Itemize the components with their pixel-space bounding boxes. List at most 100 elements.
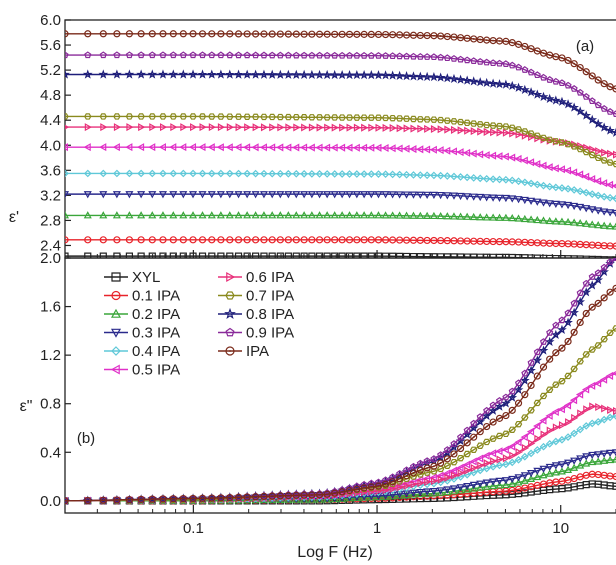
marker-0-7-ipa-9 — [179, 113, 187, 120]
marker-0-9-ipa-13 — [217, 51, 225, 59]
marker-0-8-ipa-3 — [112, 69, 122, 79]
marker-0-7-ipa-34 — [381, 114, 390, 122]
marker-0-8-ipa-56 — [526, 365, 536, 375]
marker-ipa-39-dot — [419, 34, 422, 37]
marker-0-2-ipa-63 — [570, 463, 579, 471]
marker-0-4-ipa-18 — [260, 169, 268, 178]
marker-0-6-ipa-9 — [180, 123, 188, 132]
marker-ipa-1-dot — [86, 32, 89, 35]
series-line-0-6-ipa — [65, 126, 616, 156]
marker-ipa-32-dot — [370, 33, 373, 36]
marker-0-7-ipa-70 — [612, 325, 616, 332]
marker-ipa-60-dot — [554, 351, 557, 354]
marker-ipa-29-dot — [348, 33, 351, 36]
marker-ipa-55-dot — [523, 393, 526, 396]
marker-ipa-8-dot — [172, 497, 175, 500]
marker-ipa-45 — [456, 444, 465, 453]
marker-0-1-ipa-13 — [217, 236, 225, 244]
marker-0-3-ipa-43 — [443, 486, 452, 494]
marker-0-8-ipa-66 — [587, 280, 598, 290]
marker-0-9-ipa-18 — [260, 51, 268, 59]
marker-ipa-49-dot — [485, 39, 488, 42]
marker-0-8-ipa-22 — [291, 69, 302, 79]
marker-0-7-ipa-38 — [409, 115, 418, 123]
marker-ipa-36 — [396, 475, 404, 483]
marker-0-2-ipa-49 — [482, 213, 491, 221]
panel-b-frame — [64, 257, 616, 514]
marker-0-7-ipa-40 — [423, 116, 431, 123]
marker-ipa-40 — [423, 31, 431, 40]
marker-ipa-25-dot — [318, 493, 321, 496]
marker-0-4-ipa-63 — [570, 429, 578, 438]
legend-label-0-9-ipa: 0.9 IPA — [246, 325, 294, 342]
marker-ipa-6 — [148, 495, 156, 503]
marker-0-4-ipa-62 — [564, 184, 572, 193]
marker-0-2-ipa-48 — [476, 213, 485, 221]
marker-xyl-0 — [65, 252, 69, 258]
marker-0-7-ipa-62 — [564, 140, 572, 148]
marker-0-6-ipa-60 — [552, 423, 561, 432]
marker-0-4-ipa-29 — [345, 170, 354, 178]
marker-0-6-ipa-62 — [565, 418, 573, 427]
marker-0-1-ipa-28 — [338, 236, 346, 244]
marker-xyl-55 — [521, 254, 529, 258]
marker-ipa-20 — [276, 492, 284, 500]
marker-ipa-26-dot — [326, 493, 329, 496]
marker-0-4-ipa-7 — [159, 169, 167, 178]
marker-ipa-34 — [381, 30, 390, 39]
marker-0-7-ipa-55 — [521, 414, 529, 421]
marker-ipa-42 — [437, 32, 445, 40]
marker-ipa-58-dot — [542, 52, 545, 55]
marker-ipa-48 — [476, 428, 484, 436]
marker-0-5-ipa-68 — [599, 375, 608, 384]
marker-0-3-ipa-63 — [570, 202, 579, 211]
marker-xyl-63 — [570, 255, 578, 258]
marker-0-6-ipa-66 — [589, 145, 597, 154]
marker-0-9-ipa-23 — [300, 51, 308, 59]
marker-0-5-ipa-46 — [462, 148, 471, 157]
marker-0-2-ipa-32 — [367, 211, 376, 219]
marker-0-4-ipa-60 — [551, 183, 560, 192]
marker-ipa-4-dot — [128, 32, 131, 35]
legend-label-0-3-ipa: 0.3 IPA — [132, 325, 180, 342]
marker-ipa-60 — [552, 349, 560, 357]
marker-0-2-ipa-68 — [600, 221, 609, 229]
marker-0-2-ipa-59 — [545, 469, 554, 477]
marker-0-9-ipa-65 — [582, 93, 590, 100]
marker-ipa-69 — [606, 288, 614, 296]
marker-0-8-ipa-64 — [575, 296, 586, 307]
marker-xyl-51 — [495, 253, 504, 258]
marker-0-1-ipa-30 — [353, 236, 361, 244]
marker-0-3-ipa-15 — [234, 191, 243, 199]
marker-0-1-ipa-26 — [323, 236, 331, 244]
marker-ipa-24-dot — [310, 494, 313, 496]
marker-0-4-ipa-16 — [243, 169, 251, 178]
marker-0-5-ipa-54 — [514, 438, 522, 447]
marker-0-5-ipa-21 — [284, 143, 292, 152]
marker-0-2-ipa-65 — [582, 219, 591, 227]
marker-0-4-ipa-58 — [539, 442, 548, 451]
marker-ipa-21-dot — [287, 494, 290, 497]
marker-0-9-ipa-5 — [137, 51, 145, 59]
marker-0-9-ipa-3 — [113, 51, 121, 59]
marker-xyl-4 — [125, 252, 133, 258]
marker-0-6-ipa-48 — [477, 127, 485, 136]
marker-ipa-34 — [381, 480, 390, 488]
legend-marker-0-3-ipa — [110, 328, 122, 338]
marker-0-9-ipa-37 — [403, 52, 411, 60]
marker-0-5-ipa-48 — [475, 454, 484, 463]
marker-0-9-ipa-36 — [396, 52, 404, 60]
marker-0-7-ipa-68 — [600, 335, 608, 343]
marker-0-9-ipa-59 — [546, 76, 554, 83]
marker-xyl-9 — [179, 252, 187, 258]
marker-0-7-ipa-63 — [570, 365, 578, 373]
marker-0-2-ipa-27 — [330, 211, 339, 219]
marker-0-9-ipa-29 — [345, 51, 354, 59]
marker-0-3-ipa-49 — [482, 479, 491, 487]
marker-0-7-ipa-14 — [226, 113, 234, 120]
marker-0-1-ipa-43 — [443, 237, 451, 245]
marker-0-2-ipa-9 — [179, 211, 188, 219]
marker-ipa-23-dot — [303, 33, 306, 36]
marker-0-4-ipa-68 — [600, 415, 608, 424]
marker-0-7-ipa-5 — [137, 113, 145, 120]
